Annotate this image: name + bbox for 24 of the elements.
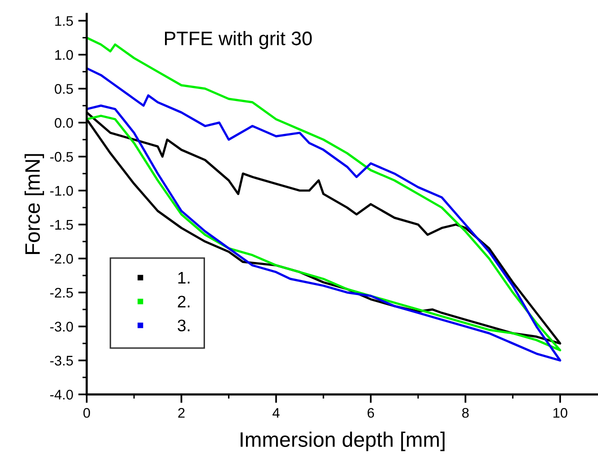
x-tick-label: 4: [272, 408, 280, 418]
legend-label: 2.: [178, 296, 190, 308]
x-tick-label: 6: [368, 408, 374, 418]
x-tick-label: 2: [178, 408, 185, 418]
y-tick-label: -4.0: [50, 390, 73, 400]
x-tick-label: 10: [553, 408, 568, 418]
y-tick-label: -2.5: [50, 288, 73, 298]
x-tick-label: 0: [83, 408, 90, 418]
x-axis-title: Immersion depth [mm]: [240, 432, 444, 452]
y-tick-label: 0.0: [54, 118, 73, 128]
y-axis-title: Force [mN]: [24, 154, 44, 254]
y-tick-label: -3.5: [50, 356, 73, 366]
y-tick-label: -1.0: [50, 186, 73, 196]
y-tick-label: 1.0: [55, 50, 73, 60]
text: PTFE with grit 30: [165, 31, 312, 50]
y-tick-label: -2.0: [50, 254, 73, 264]
legend-label: 1.: [178, 272, 190, 284]
y-tick-label: -1.5: [50, 220, 73, 230]
y-tick-label: 1.5: [55, 16, 73, 26]
y-tick-label: -3.0: [50, 322, 73, 332]
y-tick-label: 0.5: [54, 84, 73, 94]
y-tick-label: -0.5: [50, 152, 73, 162]
x-tick-label: 8: [462, 408, 469, 418]
legend-label: 3.: [178, 320, 190, 332]
